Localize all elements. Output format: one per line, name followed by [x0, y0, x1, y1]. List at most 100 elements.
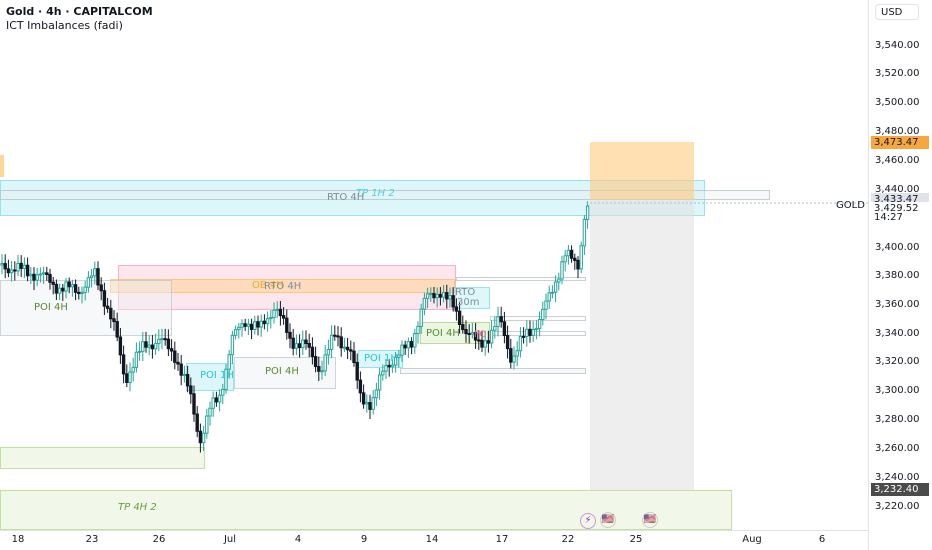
- candle-body: [425, 293, 430, 299]
- zone-tp-4h-2[interactable]: [0, 490, 732, 530]
- candle-body: [326, 348, 331, 356]
- price-tick: 3,360.00: [875, 299, 920, 310]
- candle-body: [80, 291, 84, 295]
- label-tp-4h-2: TP 4H 2: [118, 502, 157, 513]
- price-tick: 3,500.00: [875, 97, 920, 108]
- candle-body: [377, 374, 382, 391]
- candle-body: [544, 300, 548, 310]
- label-po-small: PO: [474, 330, 487, 340]
- time-tick: Jul: [223, 534, 237, 545]
- candle-body: [473, 332, 478, 341]
- us-flag-icon[interactable]: 🇺🇸: [642, 512, 658, 528]
- candle-body: [259, 320, 263, 328]
- chart-plot-area[interactable]: TP 1H 2 RTO 4H POI 4H OB 4H RTO 4H POI 1…: [0, 0, 868, 530]
- candle-body: [0, 263, 4, 266]
- candle-body: [141, 341, 145, 352]
- candle-body: [173, 350, 177, 363]
- us-flag-icon[interactable]: 🇺🇸: [600, 512, 616, 528]
- candle-body: [195, 413, 199, 432]
- candle-body: [352, 350, 356, 363]
- candle-body: [102, 290, 107, 307]
- candle-body: [205, 415, 209, 434]
- price-tick: 3,240.00: [875, 472, 920, 483]
- candlestick-series: [0, 201, 868, 453]
- zone-rto-4h-top[interactable]: [0, 190, 770, 200]
- stop-price-badge: 3,232.40: [871, 483, 929, 496]
- candle-body: [297, 343, 302, 349]
- candle-body: [541, 308, 545, 320]
- candle-body: [157, 338, 161, 345]
- candle-body: [339, 336, 343, 349]
- candle-body: [483, 340, 487, 348]
- symbol-label: GOLD: [836, 200, 865, 211]
- candle-body: [281, 315, 286, 319]
- candle-body: [137, 350, 142, 353]
- candle-body: [323, 354, 327, 372]
- candle-body: [304, 339, 308, 345]
- zone-ob-4h[interactable]: [110, 279, 455, 293]
- candle-body: [105, 305, 110, 309]
- candle-body: [128, 371, 132, 383]
- candle-body: [70, 284, 75, 288]
- candle-body: [224, 368, 228, 390]
- candle-body: [441, 292, 446, 298]
- candle-body: [278, 308, 283, 317]
- candle-body: [25, 264, 30, 277]
- candle-body: [285, 317, 289, 333]
- candle-body: [537, 318, 542, 330]
- candle-body: [269, 316, 273, 320]
- candle-body: [521, 335, 526, 338]
- price-tick: 3,280.00: [875, 414, 920, 425]
- price-tick: 3,260.00: [875, 443, 920, 454]
- candle-body: [237, 326, 241, 331]
- zone-bottom-green-left[interactable]: [0, 447, 205, 469]
- candle-body: [118, 336, 123, 356]
- countdown-badge: 14:27: [871, 211, 929, 224]
- chart-title[interactable]: Gold · 4h · CAPITALCOM: [6, 5, 153, 18]
- candle-body: [470, 332, 475, 335]
- stop-box[interactable]: [590, 200, 694, 490]
- lightning-icon[interactable]: ⚡: [580, 513, 596, 529]
- candle-body: [192, 393, 196, 415]
- candle-body: [41, 272, 46, 275]
- target-price-badge: 3,473.47: [871, 136, 929, 149]
- zone-tp-1h-2[interactable]: [0, 180, 705, 216]
- label-ob-4h: OB 4H: [252, 280, 284, 291]
- candle-body: [579, 245, 583, 270]
- candle-body: [349, 349, 353, 352]
- candle-body: [461, 324, 465, 331]
- target-box[interactable]: [590, 142, 694, 200]
- candle-body: [313, 356, 318, 368]
- candle-body: [534, 328, 539, 331]
- label-rto-30m-b: 30m: [457, 297, 480, 308]
- candle-body: [464, 329, 468, 335]
- candle-body: [435, 293, 439, 299]
- candle-body: [489, 329, 494, 344]
- zone-grey-line-2: [400, 368, 586, 374]
- candle-body: [109, 307, 113, 320]
- zone-left-orange-stub: [0, 155, 4, 177]
- time-axis[interactable]: 18 23 26 Jul 4 9 14 17 22 25 Aug 6: [0, 530, 868, 550]
- time-tick: 18: [11, 534, 25, 545]
- candle-body: [19, 262, 23, 269]
- candle-body: [566, 249, 571, 257]
- time-tick: 14: [425, 534, 439, 545]
- candle-body: [6, 268, 11, 274]
- candle-body: [246, 323, 251, 327]
- zone-grey-line-1: [456, 277, 586, 281]
- candle-body: [457, 310, 462, 326]
- price-tick: 3,440.00: [875, 184, 920, 195]
- label-poi-1h-right: POI 1H: [364, 353, 398, 364]
- candle-body: [365, 402, 369, 405]
- time-tick: 25: [629, 534, 643, 545]
- label-rto-4h-mid: RTO 4H: [264, 281, 302, 292]
- candle-body: [45, 272, 49, 275]
- price-axis[interactable]: USD 3,540.00 3,520.00 3,500.00 3,480.00 3,46…: [868, 0, 932, 550]
- indicator-name[interactable]: ICT Imbalances (fadi): [6, 19, 123, 32]
- candle-body: [358, 379, 363, 394]
- candle-body: [374, 389, 379, 399]
- candle-body: [211, 397, 215, 409]
- candle-body: [467, 333, 471, 336]
- currency-button[interactable]: USD: [875, 4, 919, 20]
- candle-body: [38, 273, 43, 276]
